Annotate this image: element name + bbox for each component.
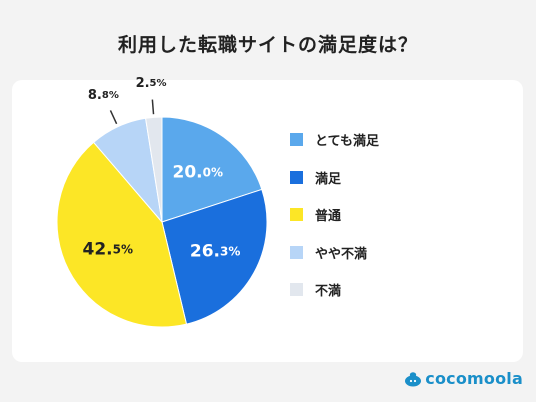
legend: とても満足 満足 普通 やや不満 不満 bbox=[290, 129, 379, 317]
data-label: 8.8% bbox=[88, 88, 119, 103]
data-label: 20.0% bbox=[173, 163, 224, 183]
legend-item: とても満足 bbox=[290, 129, 379, 150]
pie-slice bbox=[161, 116, 263, 223]
pie-slice bbox=[161, 188, 268, 325]
legend-item: 満足 bbox=[290, 167, 379, 188]
legend-swatch bbox=[290, 208, 303, 221]
legend-swatch bbox=[290, 133, 303, 146]
legend-label: やや不満 bbox=[315, 246, 368, 262]
legend-label: 不満 bbox=[315, 284, 342, 299]
legend-label: とても満足 bbox=[315, 134, 379, 149]
brand-logo: cocomoola bbox=[404, 369, 523, 388]
data-label: 2.5% bbox=[136, 75, 167, 90]
brand-name: cocomoola bbox=[425, 369, 523, 388]
data-label: 42.5% bbox=[83, 240, 133, 260]
pie-slice bbox=[56, 141, 188, 328]
legend-swatch bbox=[290, 245, 303, 259]
legend-swatch bbox=[290, 283, 303, 296]
legend-swatch bbox=[290, 170, 303, 184]
brand-mark-icon bbox=[405, 371, 422, 386]
chart-title: 利用した転職サイトの満足度は？ bbox=[117, 34, 418, 56]
legend-item: 不満 bbox=[290, 279, 379, 300]
pie-slice bbox=[145, 116, 163, 223]
data-label: 26.3% bbox=[190, 242, 241, 262]
legend-label: 満足 bbox=[315, 171, 342, 187]
leader-line bbox=[151, 99, 155, 115]
legend-item: やや不満 bbox=[290, 242, 379, 263]
legend-item: 普通 bbox=[290, 204, 379, 225]
legend-label: 普通 bbox=[315, 209, 342, 224]
leader-line bbox=[109, 110, 118, 125]
